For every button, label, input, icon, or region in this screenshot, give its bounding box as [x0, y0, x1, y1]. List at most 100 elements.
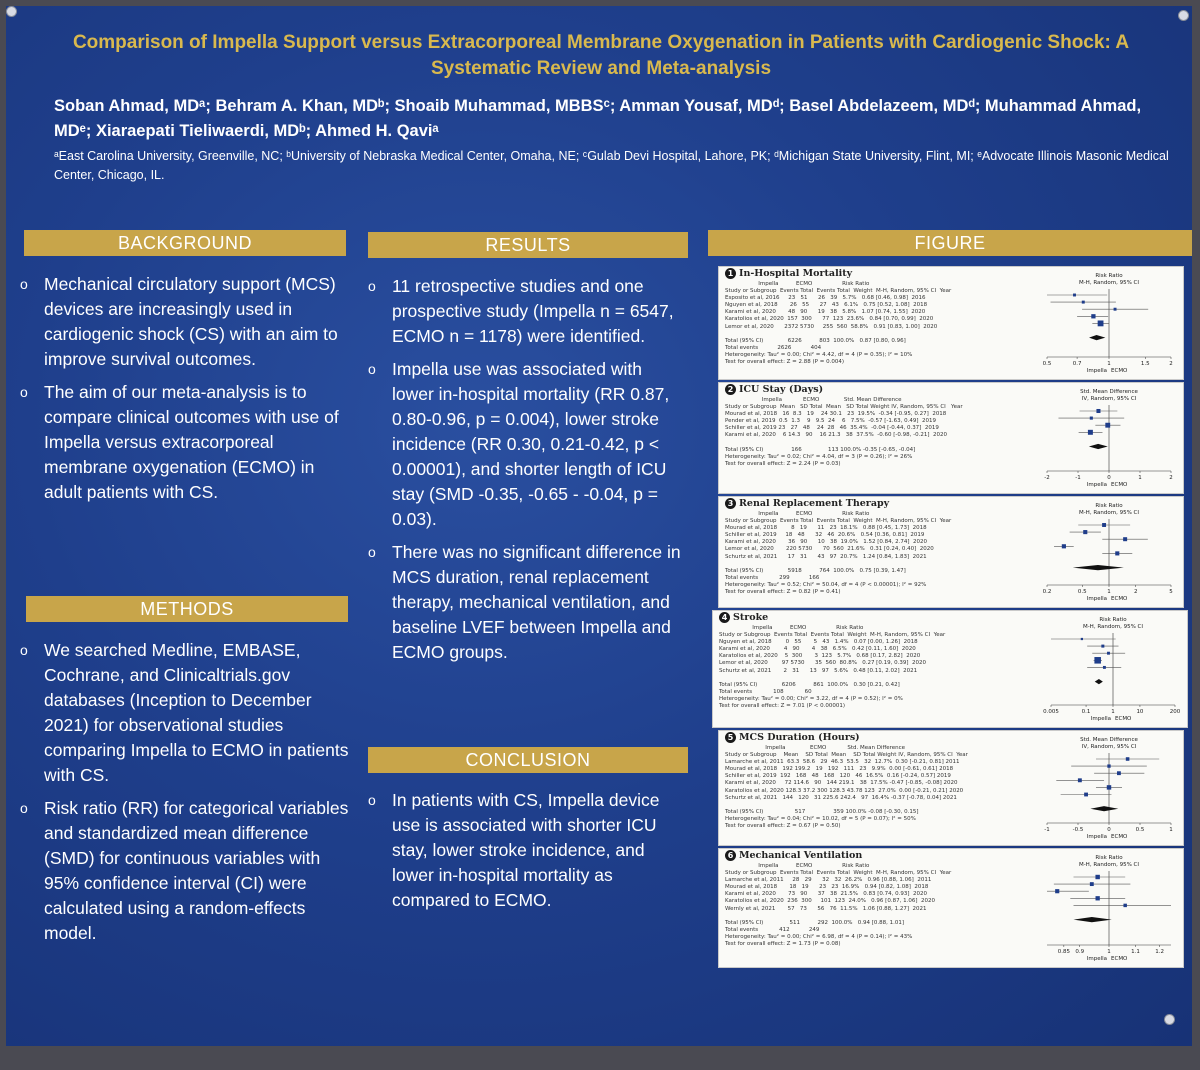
- bullet-marker-icon: o: [368, 544, 376, 560]
- background-heading: BACKGROUND: [24, 230, 346, 256]
- tick-label: 2: [1169, 361, 1173, 367]
- x-label-left: Impella: [1091, 716, 1111, 722]
- bullet-marker-icon: o: [368, 792, 376, 808]
- panel-table: Impella ECMO Risk Ratio Study or Subgroup…: [725, 281, 1039, 377]
- methods-heading: METHODS: [26, 596, 348, 622]
- tick-label: 0.5: [1078, 589, 1087, 595]
- methods-bullet: o We searched Medline, EMBASE, Cochrane, …: [20, 638, 350, 788]
- forest-plot-panel: 5 MCS Duration (Hours) Impella ECMO Std. …: [718, 730, 1184, 846]
- study-point: [1106, 785, 1112, 790]
- tick-label: 0.9: [1075, 949, 1084, 955]
- tick-label: 1: [1138, 475, 1142, 481]
- table-row: Test for overall effect: Z = 2.24 (P = 0…: [725, 460, 841, 467]
- chart-subtitle: M-H, Random, 95% CI: [1079, 510, 1139, 516]
- forest-plot-panel: 1 In-Hospital Mortality Impella ECMO Risk…: [718, 266, 1184, 380]
- results-bullet: o Impella use was associated with lower i…: [368, 357, 688, 532]
- table-row: [725, 802, 1039, 809]
- study-point: [1107, 651, 1110, 655]
- table-row: Nguyen et al, 2018 0 55 5 43 1.4% 0.07 […: [719, 639, 918, 646]
- tick-label: -1: [1075, 475, 1080, 481]
- study-point: [1107, 764, 1111, 768]
- methods-bullet-text: Risk ratio (RR) for categorical variable…: [44, 798, 349, 943]
- table-row: Test for overall effect: Z = 0.82 (P = 0…: [725, 589, 841, 596]
- chart-subtitle: IV, Random, 95% CI: [1082, 744, 1137, 750]
- table-row: Schiller et al, 2019 23 27 48 24 28 46 3…: [725, 425, 939, 432]
- study-point: [1091, 314, 1096, 319]
- table-row: Total (95% CI) 5918 764 100.0% 0.75 [0.3…: [725, 567, 906, 574]
- panel-title: 3 Renal Replacement Therapy: [725, 498, 889, 509]
- study-point: [1081, 300, 1085, 304]
- overall-diamond: [1089, 335, 1106, 341]
- table-row: Test for overall effect: Z = 7.01 (P < 0…: [719, 703, 845, 710]
- table-row: Karatolios et al, 2020 5 300 3 123 5.7% …: [719, 653, 921, 660]
- panel-table: Impella ECMO Risk Ratio Study or Subgroup…: [725, 863, 1039, 965]
- tick-label: 0.85: [1058, 949, 1071, 955]
- forest-plot-panel: 6 Mechanical Ventilation Impella ECMO Ris…: [718, 848, 1184, 968]
- table-row: Test for overall effect: Z = 1.73 (P = 0…: [725, 941, 841, 948]
- table-row: Total (95% CI) 6206 861 100.0% 0.30 [0.2…: [719, 681, 900, 688]
- study-point: [1094, 657, 1101, 664]
- table-row: [719, 675, 1043, 682]
- x-label-right: ECMO: [1115, 716, 1132, 722]
- panel-number: 3: [725, 498, 736, 509]
- table-row: [725, 331, 1039, 338]
- table-row: Study or Subgroup Mean SD Total Mean SD …: [725, 404, 963, 411]
- study-point: [1084, 792, 1088, 797]
- bullet-marker-icon: o: [20, 384, 28, 400]
- table-row: Karami et al, 2020 6 14.3 90 16 21.3 38 …: [725, 432, 947, 439]
- affiliations: ᵃEast Carolina University, Greenville, N…: [54, 149, 1169, 182]
- table-row: Lamarche et al, 2011 63.3 58.6 29 46.3 5…: [725, 759, 960, 766]
- table-row: Heterogeneity: Tau² = 0.02; Chi² = 4.04,…: [725, 453, 913, 460]
- x-label-left: Impella: [1087, 834, 1107, 840]
- table-row: Study or Subgroup Events Total Events To…: [719, 632, 946, 639]
- x-label-right: ECMO: [1111, 482, 1128, 488]
- panel-number: 1: [725, 268, 736, 279]
- panel-number: 5: [725, 732, 736, 743]
- overall-diamond: [1088, 443, 1108, 450]
- study-point: [1097, 320, 1104, 327]
- table-row: Wernly et al, 2021 57 73 56 76 11.5% 1.0…: [725, 905, 927, 912]
- results-bullet-text: Impella use was associated with lower in…: [392, 359, 670, 529]
- table-row: Schurtz et al, 2021 2 31 13 97 5.6% 0.48…: [719, 667, 918, 674]
- table-row: Impella ECMO Risk Ratio: [725, 511, 870, 517]
- table-row: Schurtz et al, 2021 17 31 43 97 20.7% 1.…: [725, 553, 927, 560]
- table-row: Lemor et al, 2020 2372 5730 255 560 58.8…: [725, 323, 938, 330]
- x-label-left: Impella: [1087, 956, 1107, 962]
- conclusion-bullet: o In patients with CS, Impella device use…: [368, 788, 688, 913]
- forest-plot-figure: 1 In-Hospital Mortality Impella ECMO Risk…: [708, 258, 1196, 972]
- table-row: Impella ECMO Risk Ratio: [725, 863, 870, 869]
- table-row: Karami et al, 2020 73 90 37 38 21.5% 0.8…: [725, 891, 928, 898]
- table-row: Impella ECMO Std. Mean Difference: [725, 397, 902, 403]
- background-bullet: o The aim of our meta-analysis is to comp…: [20, 380, 350, 505]
- tick-label: 10: [1136, 709, 1143, 715]
- study-point: [1117, 771, 1121, 776]
- study-point: [1105, 422, 1111, 428]
- conclusion-heading: CONCLUSION: [368, 747, 688, 773]
- table-row: Karami et al, 2020 72 114.6 90 144 219.1…: [725, 780, 958, 787]
- panel-table: Impella ECMO Risk Ratio Study or Subgroup…: [719, 625, 1043, 725]
- chart-title: Risk Ratio: [1095, 503, 1123, 509]
- bullet-marker-icon: o: [368, 278, 376, 294]
- table-row: Total (95% CI) 166 113 100.0% -0.35 [-0.…: [725, 446, 916, 453]
- panel-title-text: Stroke: [733, 612, 769, 623]
- pushpin-icon: [6, 6, 17, 17]
- study-point: [1087, 429, 1093, 435]
- background-bullet-text: The aim of our meta-analysis is to compa…: [44, 382, 339, 502]
- table-row: Karatolios et al, 2020 128.3 37.2 300 12…: [725, 787, 964, 794]
- table-row: Test for overall effect: Z = 0.67 (P = 0…: [725, 823, 841, 830]
- panel-title: 4 Stroke: [719, 612, 768, 623]
- table-row: Lemor et al, 2020 220 5730 70 560 21.6% …: [725, 546, 934, 553]
- study-point: [1095, 896, 1100, 901]
- table-row: Heterogeneity: Tau² = 0.04; Chi² = 10.02…: [725, 815, 916, 822]
- forest-plot-panel: 2 ICU Stay (Days) Impella ECMO Std. Mean …: [718, 382, 1184, 494]
- figure-heading: FIGURE: [708, 230, 1192, 256]
- tick-label: 0.5: [1043, 361, 1052, 367]
- tick-label: 1: [1169, 827, 1173, 833]
- tick-label: 0.7: [1073, 361, 1082, 367]
- table-row: Karatolios et al, 2020 236 300 101 123 2…: [725, 898, 935, 905]
- overall-diamond: [1094, 679, 1103, 685]
